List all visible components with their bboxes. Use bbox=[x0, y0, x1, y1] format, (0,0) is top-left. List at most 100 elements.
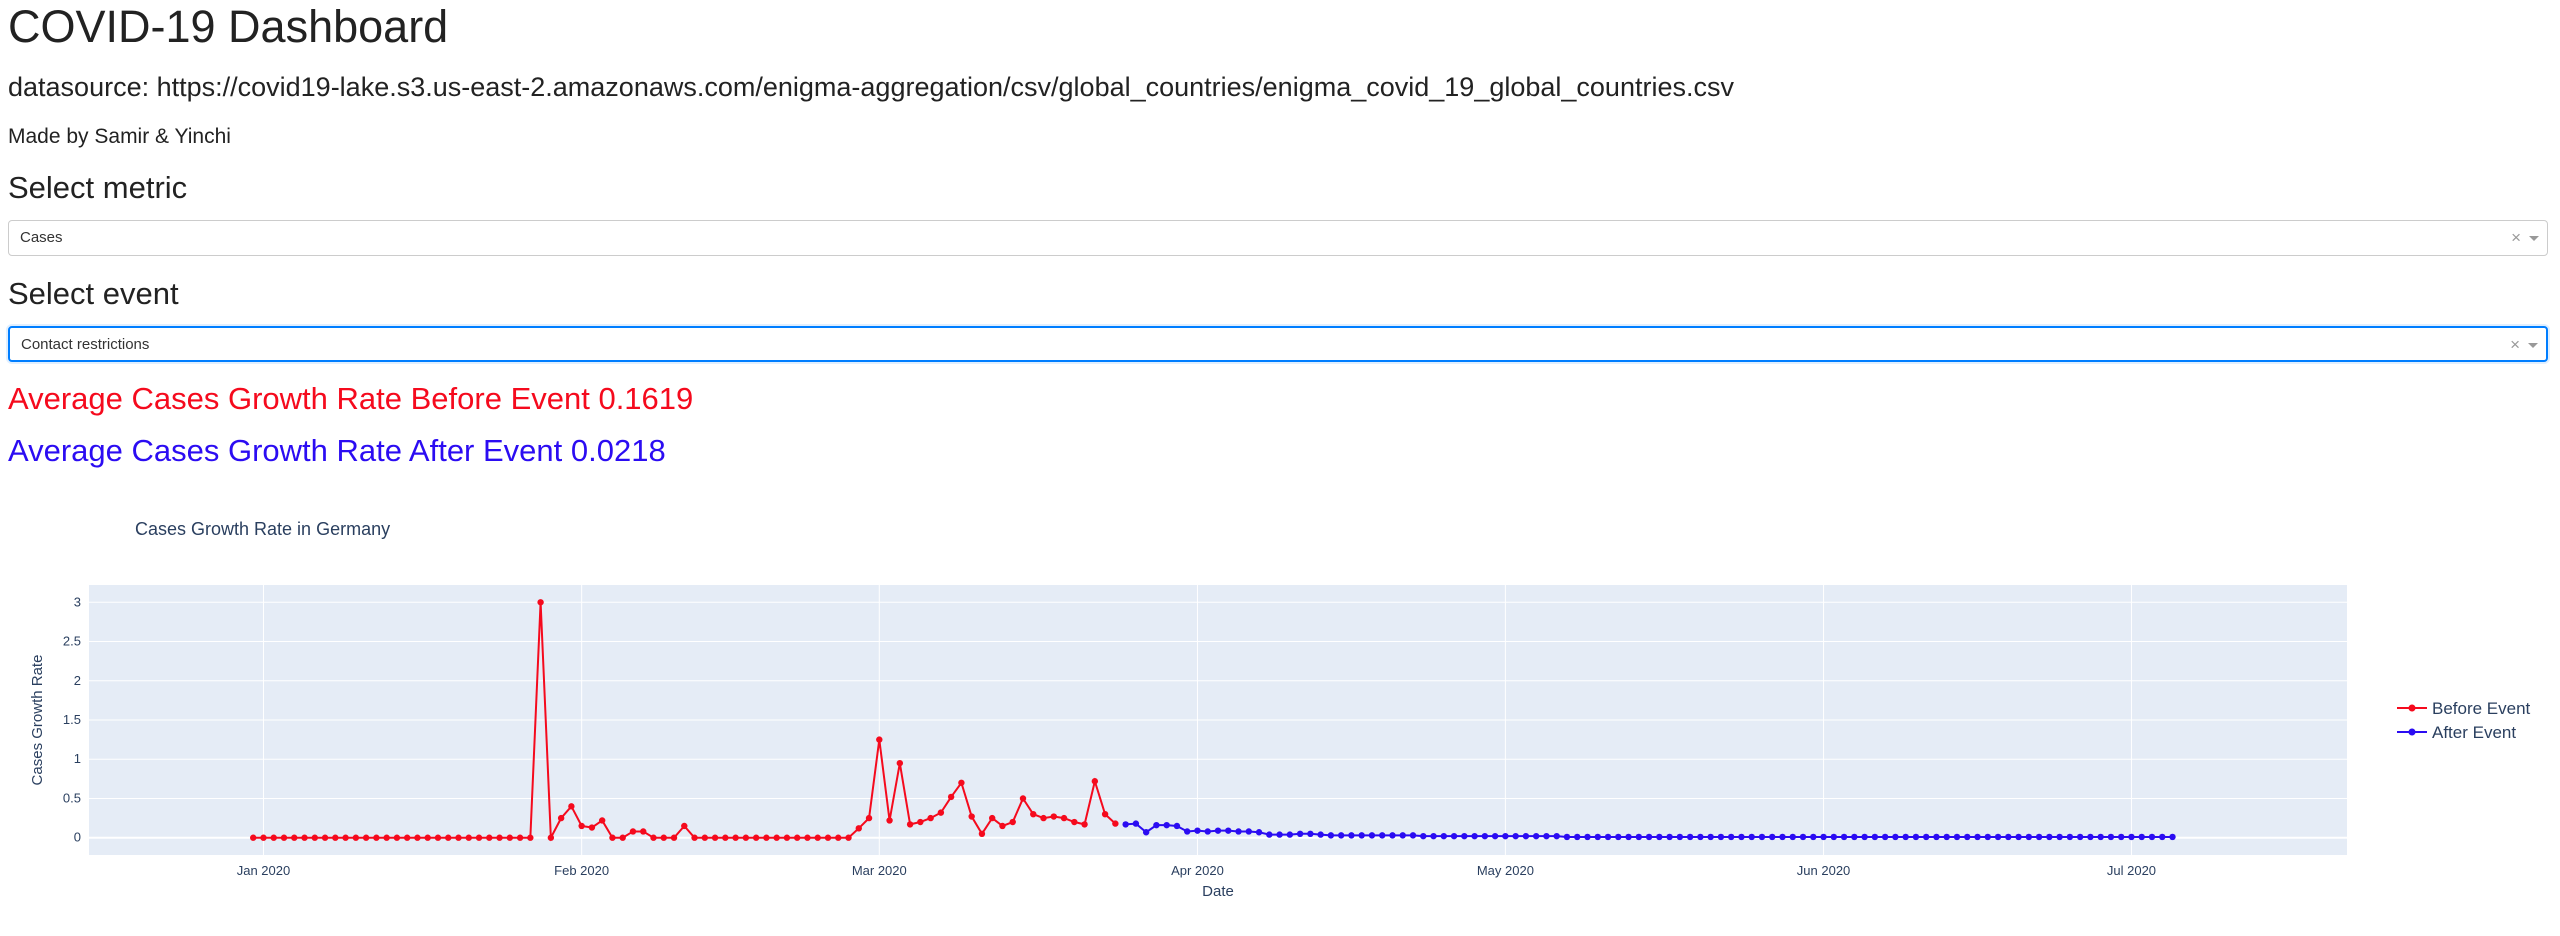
data-point-after-event bbox=[1204, 828, 1211, 835]
event-heading: Select event bbox=[8, 276, 179, 311]
data-point-after-event bbox=[1615, 833, 1622, 841]
data-point-after-event bbox=[2107, 833, 2115, 841]
data-point-after-event bbox=[1317, 831, 1324, 838]
series-layer bbox=[250, 599, 2176, 842]
data-point-after-event bbox=[1933, 833, 1940, 841]
x-tick-label: Jul 2020 bbox=[2107, 863, 2156, 878]
data-point-before-event bbox=[752, 834, 760, 841]
metric-selected-value: Cases bbox=[20, 229, 63, 246]
data-point-before-event bbox=[711, 834, 719, 841]
data-point-after-event bbox=[1686, 833, 1694, 841]
legend-item-after-event: After Event bbox=[2397, 723, 2516, 742]
data-point-before-event bbox=[670, 834, 678, 841]
data-point-after-event bbox=[1830, 833, 1838, 841]
data-point-after-event bbox=[1769, 833, 1776, 841]
data-point-after-event bbox=[1840, 833, 1848, 841]
data-point-before-event bbox=[455, 834, 462, 841]
data-point-after-event bbox=[2169, 833, 2176, 841]
data-point-before-event bbox=[629, 828, 637, 835]
data-point-before-event bbox=[568, 803, 575, 810]
data-point-before-event bbox=[373, 834, 380, 841]
data-point-before-event bbox=[301, 834, 308, 841]
data-point-before-event bbox=[968, 813, 975, 820]
data-point-after-event bbox=[1532, 832, 1540, 840]
data-point-after-event bbox=[1666, 833, 1673, 841]
data-point-before-event bbox=[270, 834, 277, 841]
metric-clear-icon[interactable]: × bbox=[2511, 228, 2521, 247]
x-tick-label: Jun 2020 bbox=[1797, 863, 1851, 878]
data-point-before-event bbox=[496, 834, 503, 841]
page-title: COVID-19 Dashboard bbox=[8, 1, 449, 52]
data-point-after-event bbox=[1307, 830, 1314, 838]
series-before-event bbox=[250, 599, 1119, 842]
data-point-after-event bbox=[2005, 833, 2012, 841]
data-point-before-event bbox=[855, 825, 862, 832]
data-point-after-event bbox=[1481, 832, 1489, 840]
x-tick-label: Mar 2020 bbox=[852, 863, 907, 878]
data-point-before-event bbox=[1040, 814, 1047, 822]
data-point-before-event bbox=[1081, 821, 1088, 828]
data-point-before-event bbox=[486, 834, 493, 841]
event-dropdown[interactable]: Contact restrictions × bbox=[8, 326, 2548, 362]
data-point-before-event bbox=[321, 834, 329, 841]
y-tick-label: 1 bbox=[74, 751, 81, 766]
data-point-after-event bbox=[1132, 820, 1140, 827]
data-point-after-event bbox=[1379, 832, 1386, 839]
data-point-after-event bbox=[1543, 832, 1550, 840]
data-point-after-event bbox=[2138, 833, 2145, 841]
data-point-before-event bbox=[578, 822, 585, 830]
data-point-before-event bbox=[547, 834, 555, 841]
data-point-after-event bbox=[1820, 833, 1827, 841]
data-point-before-event bbox=[332, 834, 339, 841]
data-point-after-event bbox=[1450, 832, 1458, 840]
data-point-before-event bbox=[383, 834, 390, 841]
data-point-before-event bbox=[937, 809, 945, 816]
data-point-after-event bbox=[2056, 833, 2063, 841]
data-point-after-event bbox=[1358, 832, 1365, 839]
data-point-before-event bbox=[1091, 778, 1099, 785]
data-point-after-event bbox=[1194, 827, 1201, 834]
data-point-after-event bbox=[1779, 833, 1786, 841]
data-point-after-event bbox=[2035, 833, 2043, 841]
data-point-before-event bbox=[681, 822, 688, 830]
data-point-after-event bbox=[1758, 833, 1766, 841]
legend-label: After Event bbox=[2432, 723, 2516, 742]
data-point-after-event bbox=[1635, 833, 1643, 841]
metric-chevron-down-icon[interactable] bbox=[2529, 236, 2539, 241]
data-point-before-event bbox=[311, 834, 318, 841]
x-tick-label: May 2020 bbox=[1477, 863, 1534, 878]
data-point-after-event bbox=[1574, 833, 1581, 841]
data-point-after-event bbox=[1491, 832, 1499, 840]
data-point-after-event bbox=[2128, 833, 2135, 841]
data-point-before-event bbox=[896, 759, 904, 767]
data-point-before-event bbox=[978, 830, 986, 838]
data-point-after-event bbox=[1645, 833, 1653, 841]
series-after-event bbox=[1122, 820, 2176, 841]
data-point-after-event bbox=[1522, 832, 1530, 840]
event-chevron-down-icon[interactable] bbox=[2528, 343, 2538, 348]
event-clear-icon[interactable]: × bbox=[2510, 335, 2520, 354]
data-point-before-event bbox=[691, 834, 698, 841]
metric-dropdown[interactable]: Cases × bbox=[8, 220, 2548, 256]
legend-item-before-event: Before Event bbox=[2397, 699, 2531, 718]
data-point-before-event bbox=[701, 834, 709, 841]
y-axis-ticks: 0 0.5 1 1.5 2 2.5 3 bbox=[63, 594, 81, 844]
data-point-after-event bbox=[1738, 833, 1745, 841]
data-point-after-event bbox=[1409, 832, 1417, 839]
y-tick-label: 0 bbox=[74, 830, 81, 845]
data-point-before-event bbox=[824, 834, 832, 841]
data-point-after-event bbox=[1368, 832, 1376, 839]
data-point-after-event bbox=[1892, 833, 1899, 841]
data-point-after-event bbox=[1563, 833, 1571, 841]
growth-rate-chart: Cases Growth Rate in Germany 0 0.5 1 1.5 2 2.… bbox=[29, 519, 2531, 900]
data-point-after-event bbox=[1953, 833, 1961, 841]
data-point-after-event bbox=[1440, 832, 1448, 840]
data-point-before-event bbox=[1030, 810, 1037, 818]
data-point-after-event bbox=[1286, 831, 1294, 838]
data-point-before-event bbox=[927, 814, 934, 822]
data-point-before-event bbox=[999, 822, 1006, 830]
x-tick-label: Feb 2020 bbox=[554, 863, 609, 878]
data-point-before-event bbox=[845, 834, 852, 841]
data-point-after-event bbox=[1810, 833, 1817, 841]
data-point-after-event bbox=[1604, 833, 1612, 841]
